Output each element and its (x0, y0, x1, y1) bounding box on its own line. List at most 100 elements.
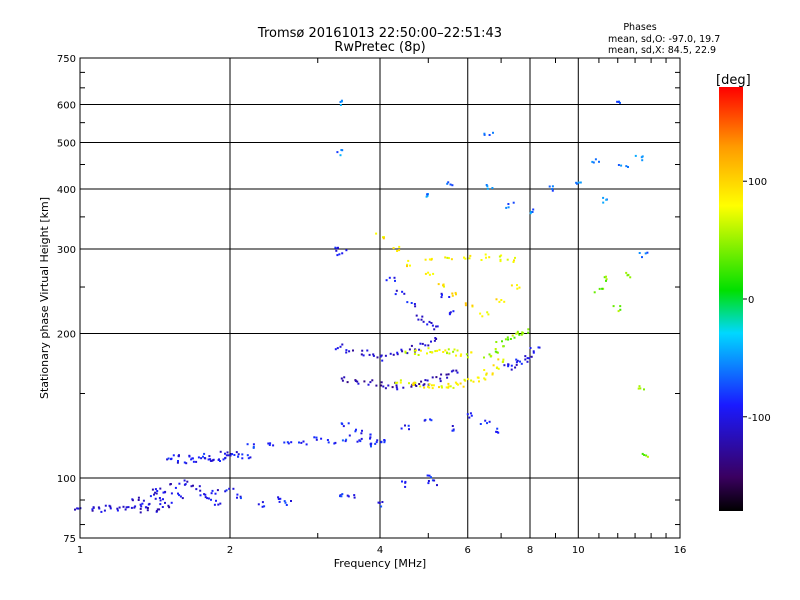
scatter-point (486, 422, 488, 425)
scatter-point (463, 378, 466, 381)
scatter-point (412, 384, 415, 386)
scatter-point (219, 502, 222, 505)
scatter-point (167, 457, 170, 460)
scatter-point (424, 379, 427, 382)
scatter-point (429, 351, 432, 353)
scatter-point (375, 232, 378, 235)
scatter-point (159, 503, 162, 506)
scatter-point (333, 442, 336, 445)
scatter-point (340, 149, 343, 151)
scatter-point (422, 320, 425, 323)
scatter-point (109, 507, 112, 510)
scatter-point (449, 311, 452, 314)
scatter-point (133, 506, 136, 509)
scatter-point (372, 354, 375, 357)
scatter-point (426, 379, 429, 382)
scatter-point (641, 256, 643, 259)
scatter-point (139, 507, 142, 510)
scatter-point (261, 505, 264, 508)
scatter-point (428, 258, 431, 261)
scatter-point (434, 350, 437, 353)
scatter-point (74, 508, 76, 511)
scatter-point (103, 509, 106, 512)
scatter-point (186, 480, 189, 483)
scatter-point (507, 338, 510, 341)
scatter-point (495, 367, 498, 369)
scatter-point (617, 310, 620, 313)
scatter-point (406, 301, 409, 304)
scatter-point (177, 455, 180, 458)
scatter-point (424, 272, 427, 275)
scatter-point (383, 441, 386, 444)
scatter-point (151, 488, 154, 491)
scatter-point (404, 481, 407, 484)
scatter-point (441, 386, 443, 389)
scatter-point (190, 458, 193, 461)
scatter-point (432, 384, 435, 387)
scatter-point (529, 212, 532, 215)
scatter-point (515, 361, 518, 364)
scatter-point (428, 386, 431, 389)
scatter-point (516, 330, 519, 333)
scatter-point (433, 479, 436, 482)
scatter-point (641, 452, 644, 455)
scatter-point (427, 271, 430, 274)
scatter-point (435, 376, 438, 379)
scatter-point (486, 185, 489, 188)
scatter-point (170, 458, 172, 461)
scatter-point (91, 508, 94, 511)
scatter-point (419, 342, 422, 345)
scatter-point (436, 325, 439, 328)
scatter-point (384, 354, 387, 357)
scatter-point (463, 256, 465, 259)
scatter-point (617, 101, 620, 103)
scatter-point (515, 363, 518, 366)
scatter-point (499, 258, 502, 261)
scatter-point (339, 101, 342, 103)
scatter-point (454, 291, 457, 294)
scatter-point (231, 453, 234, 456)
scatter-point (211, 459, 214, 462)
scatter-point (210, 498, 212, 501)
scatter-point (118, 506, 121, 509)
scatter-point (158, 508, 161, 511)
y-tick-label: 500 (57, 139, 76, 150)
scatter-point (199, 489, 202, 492)
scatter-point (360, 432, 363, 435)
scatter-point (575, 181, 578, 184)
scatter-point (430, 351, 433, 354)
scatter-point (520, 333, 523, 336)
colorbar-tick-label: 0 (748, 295, 754, 306)
scatter-point (340, 495, 343, 498)
scatter-point (252, 443, 255, 446)
scatter-point (445, 373, 448, 376)
x-tick-label: 2 (227, 545, 233, 556)
scatter-point (619, 101, 621, 104)
scatter-point (524, 355, 527, 358)
scatter-point (548, 185, 551, 188)
scatter-point (394, 293, 397, 296)
scatter-point (389, 352, 392, 355)
scatter-point (406, 265, 408, 268)
scatter-point (440, 292, 443, 295)
scatter-point (448, 313, 451, 316)
scatter-point (502, 358, 505, 361)
scatter-point (168, 506, 171, 509)
scatter-point (478, 380, 480, 383)
scatter-point (183, 461, 186, 464)
scatter-point (446, 182, 449, 185)
scatter-point (100, 510, 103, 513)
scatter-point (77, 507, 80, 510)
scatter-point (512, 261, 515, 263)
scatter-point (447, 181, 450, 184)
scatter-point (372, 353, 375, 356)
y-tick-label: 75 (63, 534, 76, 545)
scatter-point (447, 348, 450, 351)
scatter-point (468, 416, 471, 419)
scatter-point (625, 271, 628, 274)
scatter-point (354, 430, 357, 433)
scatter-point (419, 349, 422, 352)
scatter-point (210, 492, 213, 495)
scatter-point (450, 258, 453, 261)
scatter-point (470, 379, 473, 382)
